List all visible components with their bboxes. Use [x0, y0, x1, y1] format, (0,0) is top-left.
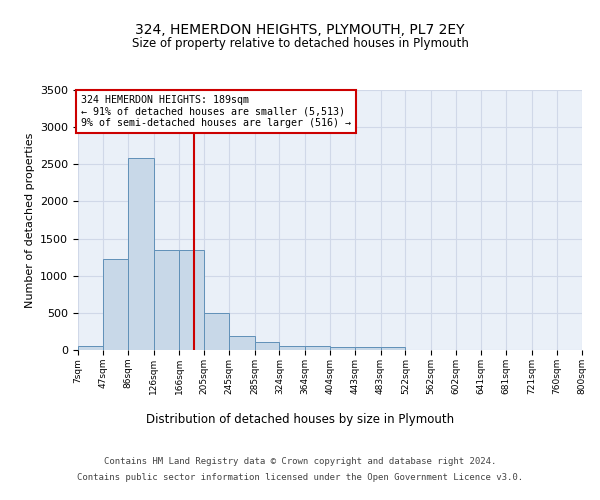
Bar [229, 336, 254, 350]
Bar [254, 342, 280, 350]
Bar [280, 346, 305, 350]
Bar [305, 346, 331, 350]
Text: 324 HEMERDON HEIGHTS: 189sqm
← 91% of detached houses are smaller (5,513)
9% of : 324 HEMERDON HEIGHTS: 189sqm ← 91% of de… [80, 95, 350, 128]
Text: Contains HM Land Registry data © Crown copyright and database right 2024.: Contains HM Land Registry data © Crown c… [104, 458, 496, 466]
Text: Contains public sector information licensed under the Open Government Licence v3: Contains public sector information licen… [77, 472, 523, 482]
Bar [204, 313, 229, 350]
Bar [78, 346, 103, 350]
Bar [154, 250, 179, 350]
Bar [355, 348, 380, 350]
Text: Distribution of detached houses by size in Plymouth: Distribution of detached houses by size … [146, 412, 454, 426]
Y-axis label: Number of detached properties: Number of detached properties [25, 132, 35, 308]
Bar [103, 260, 128, 350]
Text: Size of property relative to detached houses in Plymouth: Size of property relative to detached ho… [131, 38, 469, 51]
Bar [331, 348, 355, 350]
Bar [128, 158, 154, 350]
Text: 324, HEMERDON HEIGHTS, PLYMOUTH, PL7 2EY: 324, HEMERDON HEIGHTS, PLYMOUTH, PL7 2EY [135, 22, 465, 36]
Bar [179, 250, 204, 350]
Bar [380, 348, 406, 350]
